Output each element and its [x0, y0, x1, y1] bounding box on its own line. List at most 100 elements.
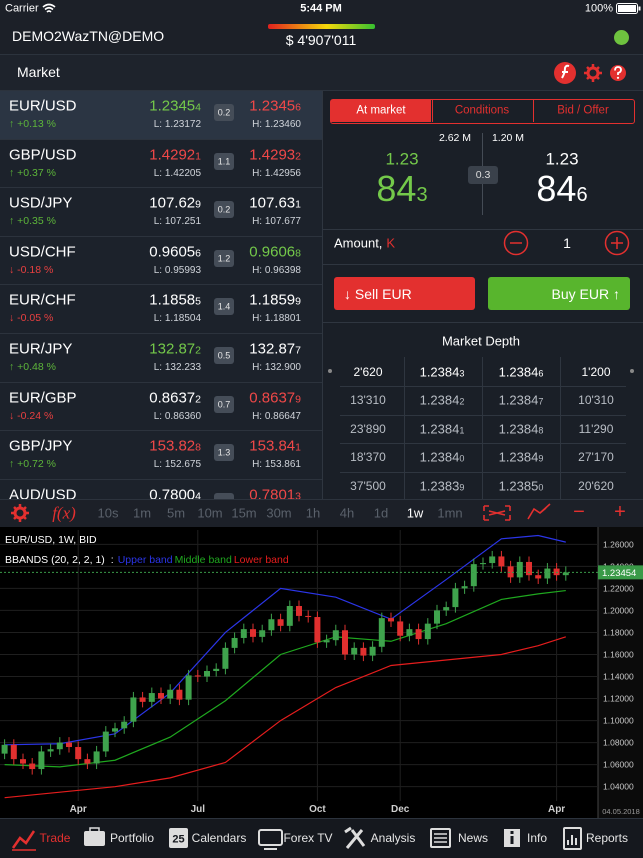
candle-body — [296, 606, 302, 616]
spread-badge — [214, 395, 234, 413]
tab-label: News — [457, 831, 489, 845]
timeframe-button[interactable]: 1d — [373, 505, 389, 521]
quote-row[interactable] — [0, 431, 322, 480]
pair-name: GBP/JPY — [9, 437, 73, 455]
ask-price-pip: 1 — [295, 441, 301, 454]
tab-button[interactable] — [482, 818, 560, 858]
divider — [0, 54, 643, 55]
timeframe-button[interactable]: 10s — [97, 505, 119, 521]
quote-row[interactable] — [0, 382, 322, 432]
buy-button[interactable] — [488, 277, 630, 310]
tab-label: Calendars — [191, 831, 247, 845]
divider — [340, 443, 626, 444]
y-tick-label: 1.16000 — [603, 649, 634, 659]
candle-body — [553, 568, 560, 576]
help-icon[interactable] — [610, 65, 626, 81]
margin-bar — [268, 24, 375, 29]
day-high: H: 153.861 — [252, 459, 301, 471]
zoom-out-button[interactable]: − — [573, 501, 585, 523]
spread: 1.3 — [217, 447, 231, 458]
ask-price: 132.877 — [249, 342, 301, 357]
ask-volume: 1.20 M — [491, 131, 525, 144]
candle-body — [47, 749, 54, 752]
zoom-in-button[interactable]: + — [614, 501, 626, 523]
timeframe-button[interactable]: 1h — [305, 505, 321, 521]
depth-ask: 1.23848 — [499, 422, 544, 435]
timeframe-button[interactable]: 4h — [339, 505, 355, 521]
timeframe-button[interactable]: 1w — [406, 505, 424, 521]
last-price-label: 1.23454 — [602, 568, 636, 579]
order-tab[interactable] — [331, 100, 431, 122]
candle-body — [130, 697, 137, 722]
ask-price-pip: 8 — [295, 247, 301, 260]
ask-price-main: 0.7801 — [249, 486, 296, 504]
pair-name: EUR/JPY — [9, 340, 73, 358]
timeframe-button[interactable]: 15m — [231, 505, 257, 521]
bid-quote[interactable]: 843 — [376, 171, 427, 207]
depth-bid-main: 1.2384 — [419, 363, 460, 379]
depth-ask-pip: 9 — [538, 453, 544, 464]
ask-quote[interactable]: 846 — [536, 171, 587, 207]
divider — [323, 264, 643, 265]
bid-price: 1.23454 — [149, 99, 201, 114]
bid-price: 0.78004 — [149, 487, 201, 502]
reports-icon — [563, 827, 582, 850]
quote-row[interactable] — [0, 188, 322, 237]
x-tick-label: Oct — [309, 804, 326, 815]
depth-ask-pip: 6 — [538, 367, 544, 378]
legend-separator: : — [111, 554, 114, 566]
candle-body — [406, 629, 413, 636]
indicator-button[interactable]: f(x) — [52, 503, 76, 523]
ask-price-pip: 7 — [295, 344, 301, 357]
candle-body — [222, 647, 229, 669]
sell-button[interactable] — [334, 277, 475, 310]
divider — [560, 357, 561, 499]
candle-body — [204, 671, 210, 677]
y-tick-label: 1.18000 — [603, 627, 634, 637]
pair-name: AUD/USD — [9, 486, 77, 504]
depth-ask-main: 1.2385 — [498, 477, 539, 493]
tab-label: Info — [526, 831, 548, 845]
settings-icon[interactable] — [584, 64, 602, 82]
y-tick-label: 1.20000 — [603, 605, 634, 615]
candle-body — [378, 618, 385, 647]
timeframe-button[interactable]: 10m — [197, 505, 223, 521]
amount-unit: K — [386, 235, 396, 251]
depth-ask: 1.23846 — [499, 365, 544, 378]
timeframe-button[interactable]: 5m — [166, 505, 186, 521]
bid-price-pip: 6 — [195, 247, 201, 260]
spread: 0.3 — [475, 168, 491, 181]
indicator-legend: BBANDS (20, 2, 2, 1): Upper band Middle ba… — [5, 554, 289, 566]
bid-price-pip: 2 — [195, 393, 201, 406]
fullscreen-button[interactable] — [483, 505, 511, 521]
last-price-box — [598, 565, 643, 580]
drawing-button[interactable] — [527, 503, 551, 520]
spread: 1.2 — [217, 253, 231, 264]
bid-price-main: 132.87 — [149, 340, 196, 358]
daily-change: ↓ -0.05 % — [9, 312, 54, 325]
ask-fraction: 6 — [576, 184, 588, 206]
order-tab[interactable] — [432, 100, 532, 122]
timeframe-button[interactable]: 30m — [266, 505, 292, 521]
increase-button[interactable] — [604, 230, 630, 256]
timeframe-button[interactable]: 1mn — [437, 505, 463, 521]
chart-title: EUR/USD, 1W, BID — [5, 534, 97, 546]
settings-button[interactable] — [11, 504, 29, 522]
quote-row[interactable] — [0, 334, 322, 383]
y-tick-label: 1.10000 — [603, 716, 634, 726]
candle-body — [323, 640, 330, 643]
timeframe-button[interactable]: 1m — [132, 505, 152, 521]
bid-price-main: 0.9605 — [149, 243, 196, 261]
price-chart: 1.260001.240001.220001.200001.180001.160… — [0, 527, 643, 818]
quote-row[interactable] — [0, 139, 322, 189]
quote-row[interactable] — [0, 91, 322, 140]
candle-body — [535, 575, 542, 579]
spread-badge — [214, 444, 234, 462]
quote-row[interactable] — [0, 236, 322, 286]
toolbar-icons — [11, 503, 551, 522]
amount-label: Amount, K — [334, 237, 395, 250]
order-tab[interactable] — [533, 100, 633, 122]
quote-row[interactable] — [0, 285, 322, 334]
candle-body — [167, 689, 174, 699]
decrease-button[interactable] — [503, 230, 529, 256]
